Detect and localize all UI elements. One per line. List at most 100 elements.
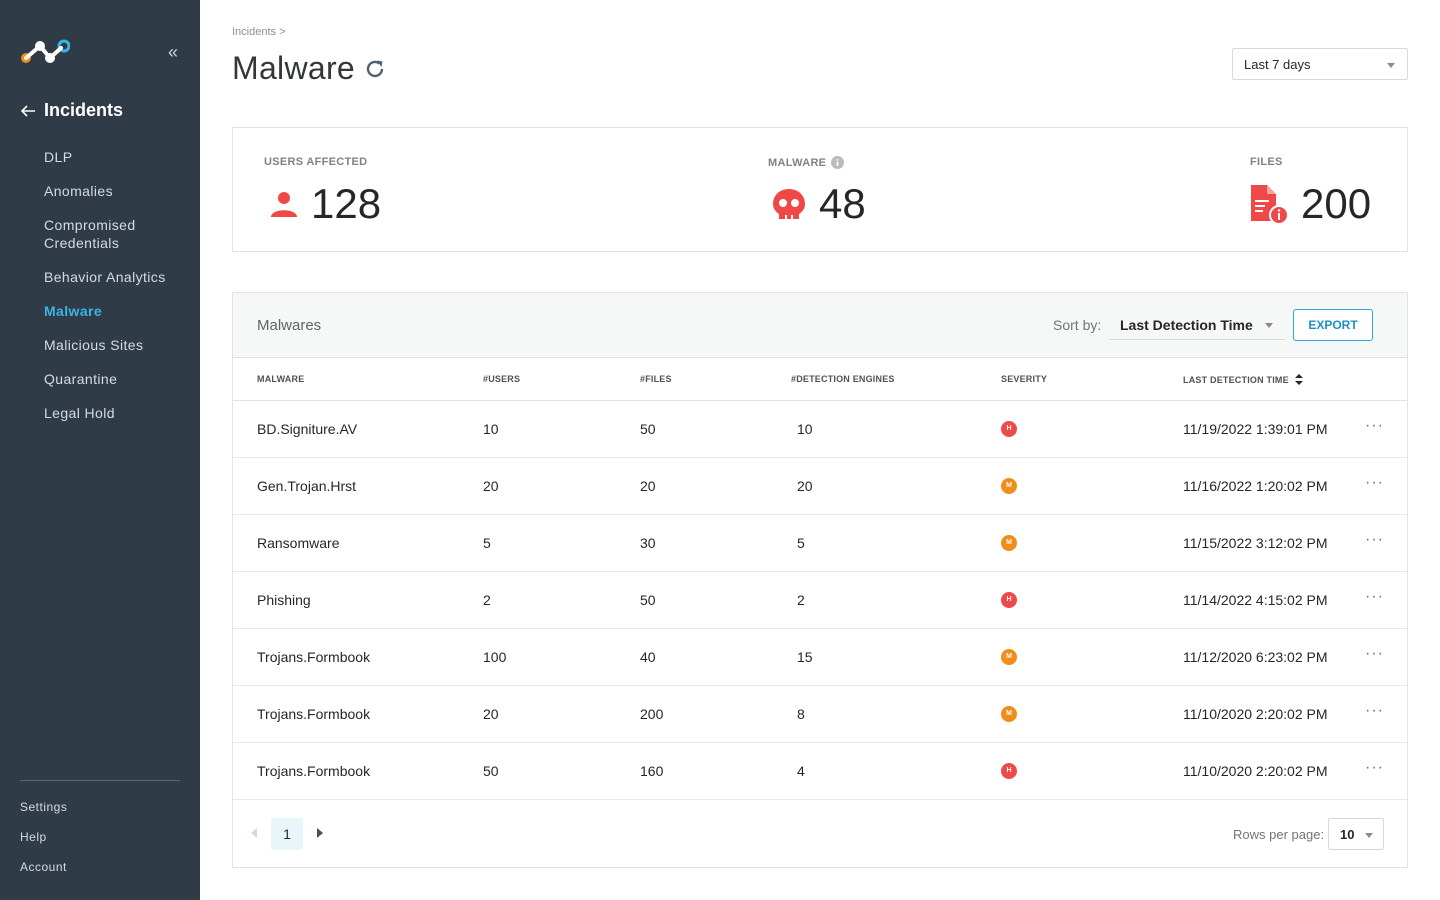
sidebar-item-compromised-credentials[interactable]: Compromised Credentials xyxy=(44,217,136,251)
files-count: 20 xyxy=(640,478,656,494)
engines-count: 5 xyxy=(797,535,805,551)
sidebar-item-help[interactable]: Help xyxy=(20,830,47,844)
next-page-icon[interactable] xyxy=(317,828,323,838)
sidebar-item-malware[interactable]: Malware xyxy=(44,303,103,319)
table-row[interactable]: Gen.Trojan.Hrst 20 20 20 M 11/16/2022 1:… xyxy=(233,458,1407,515)
time-range-value: Last 7 days xyxy=(1244,57,1311,72)
column-header-malware[interactable]: MALWARE xyxy=(257,374,305,384)
time-range-select[interactable]: Last 7 days xyxy=(1232,48,1408,80)
chevron-down-icon xyxy=(1365,833,1373,838)
export-button[interactable]: EXPORT xyxy=(1293,309,1373,341)
sidebar-item-behavior-analytics[interactable]: Behavior Analytics xyxy=(44,269,166,285)
column-header-files[interactable]: #FILES xyxy=(640,374,672,384)
sidebar-item-malicious-sites[interactable]: Malicious Sites xyxy=(44,337,144,353)
files-count: 160 xyxy=(640,763,664,779)
users-count: 50 xyxy=(483,763,499,779)
stats-panel: USERS AFFECTED 128 MALWARE 48 FILES xyxy=(232,127,1408,252)
malwares-title: Malwares xyxy=(257,317,322,334)
users-affected-stat: 128 xyxy=(269,180,381,228)
sidebar-divider xyxy=(20,780,180,781)
rows-per-page-value: 10 xyxy=(1340,827,1355,842)
info-icon[interactable] xyxy=(831,156,845,169)
users-count: 10 xyxy=(483,421,499,437)
sidebar-item-dlp[interactable]: DLP xyxy=(44,149,73,165)
table-row[interactable]: BD.Signiture.AV 10 50 10 H 11/19/2022 1:… xyxy=(233,401,1407,458)
sidebar-item-anomalies[interactable]: Anomalies xyxy=(44,183,113,199)
more-actions-icon[interactable]: ··· xyxy=(1365,417,1384,434)
severity-badge: M xyxy=(1001,649,1017,665)
malware-name[interactable]: Gen.Trojan.Hrst xyxy=(257,478,357,494)
severity-badge: M xyxy=(1001,706,1017,722)
users-count: 100 xyxy=(483,649,507,665)
engines-count: 10 xyxy=(797,421,813,437)
column-header-severity[interactable]: SEVERITY xyxy=(1001,374,1048,384)
last-detection-time: 11/10/2020 2:20:02 PM xyxy=(1183,763,1328,779)
last-detection-time: 11/15/2022 3:12:02 PM xyxy=(1183,535,1328,551)
page-title: Malware xyxy=(232,50,356,86)
breadcrumb[interactable]: Incidents > xyxy=(232,26,286,38)
malwares-card-header: Malwares Sort by: Last Detection Time EX… xyxy=(233,293,1407,358)
table-row[interactable]: Trojans.Formbook 100 40 15 M 11/12/2020 … xyxy=(233,629,1407,686)
logo[interactable] xyxy=(20,38,70,66)
engines-count: 8 xyxy=(797,706,805,722)
sidebar-item-legal-hold[interactable]: Legal Hold xyxy=(44,405,115,421)
sidebar: « Incidents DLP Anomalies Compromised Cr… xyxy=(0,0,200,900)
column-header-detection-engines[interactable]: #DETECTION ENGINES xyxy=(791,374,895,384)
table-row[interactable]: Ransomware 5 30 5 M 11/15/2022 3:12:02 P… xyxy=(233,515,1407,572)
files-count: 30 xyxy=(640,535,656,551)
sort-select[interactable]: Last Detection Time xyxy=(1109,310,1285,340)
malware-label: MALWARE xyxy=(768,156,827,169)
rows-per-page-select[interactable]: 10 xyxy=(1328,818,1384,850)
malwares-card: Malwares Sort by: Last Detection Time EX… xyxy=(232,292,1408,868)
engines-count: 15 xyxy=(797,649,813,665)
skull-icon xyxy=(773,189,805,219)
column-header-users[interactable]: #USERS xyxy=(483,374,521,384)
sidebar-item-account[interactable]: Account xyxy=(20,860,67,874)
files-count: 50 xyxy=(640,592,656,608)
malware-name[interactable]: Phishing xyxy=(257,592,311,608)
more-actions-icon[interactable]: ··· xyxy=(1365,474,1384,491)
page-number-current[interactable]: 1 xyxy=(271,818,303,850)
users-affected-label: USERS AFFECTED xyxy=(264,156,368,168)
engines-count: 2 xyxy=(797,592,805,608)
table-row[interactable]: Trojans.Formbook 20 200 8 M 11/10/2020 2… xyxy=(233,686,1407,743)
malware-name[interactable]: Ransomware xyxy=(257,535,340,551)
severity-badge: H xyxy=(1001,763,1017,779)
more-actions-icon[interactable]: ··· xyxy=(1365,702,1384,719)
users-count: 5 xyxy=(483,535,491,551)
malware-name[interactable]: Trojans.Formbook xyxy=(257,763,371,779)
incidents-back-link[interactable]: Incidents xyxy=(20,100,123,121)
collapse-sidebar-icon[interactable]: « xyxy=(168,42,179,62)
sidebar-item-settings[interactable]: Settings xyxy=(20,800,68,814)
sort-icon xyxy=(1294,374,1303,385)
malware-value: 48 xyxy=(819,180,866,227)
more-actions-icon[interactable]: ··· xyxy=(1365,645,1384,662)
pagination: 1 Rows per page: 10 xyxy=(233,816,1407,850)
page-title-row: Malware xyxy=(232,50,387,87)
last-detection-time: 11/10/2020 2:20:02 PM xyxy=(1183,706,1328,722)
malware-stat: 48 xyxy=(771,180,866,228)
engines-count: 20 xyxy=(797,478,813,494)
refresh-icon[interactable] xyxy=(363,57,387,81)
last-detection-time: 11/19/2022 1:39:01 PM xyxy=(1183,421,1328,437)
files-count: 200 xyxy=(640,706,664,722)
sidebar-section-title: Incidents xyxy=(44,100,124,120)
previous-page-icon[interactable] xyxy=(251,828,257,838)
column-header-last-detection-time-label: LAST DETECTION TIME xyxy=(1183,374,1289,385)
more-actions-icon[interactable]: ··· xyxy=(1365,759,1384,776)
last-detection-time: 11/16/2022 1:20:02 PM xyxy=(1183,478,1328,494)
malware-name[interactable]: Trojans.Formbook xyxy=(257,706,371,722)
column-header-last-detection-time[interactable]: LAST DETECTION TIME xyxy=(1183,374,1304,385)
last-detection-time: 11/14/2022 4:15:02 PM xyxy=(1183,592,1328,608)
sort-value: Last Detection Time xyxy=(1120,317,1253,333)
malware-name[interactable]: BD.Signiture.AV xyxy=(257,421,358,437)
users-count: 2 xyxy=(483,592,491,608)
more-actions-icon[interactable]: ··· xyxy=(1365,588,1384,605)
table-row[interactable]: Trojans.Formbook 50 160 4 H 11/10/2020 2… xyxy=(233,743,1407,800)
malware-name[interactable]: Trojans.Formbook xyxy=(257,649,371,665)
files-count: 50 xyxy=(640,421,656,437)
table-row[interactable]: Phishing 2 50 2 H 11/14/2022 4:15:02 PM … xyxy=(233,572,1407,629)
sidebar-item-quarantine[interactable]: Quarantine xyxy=(44,371,118,387)
files-stat: 200 xyxy=(1249,180,1371,228)
more-actions-icon[interactable]: ··· xyxy=(1365,531,1384,548)
